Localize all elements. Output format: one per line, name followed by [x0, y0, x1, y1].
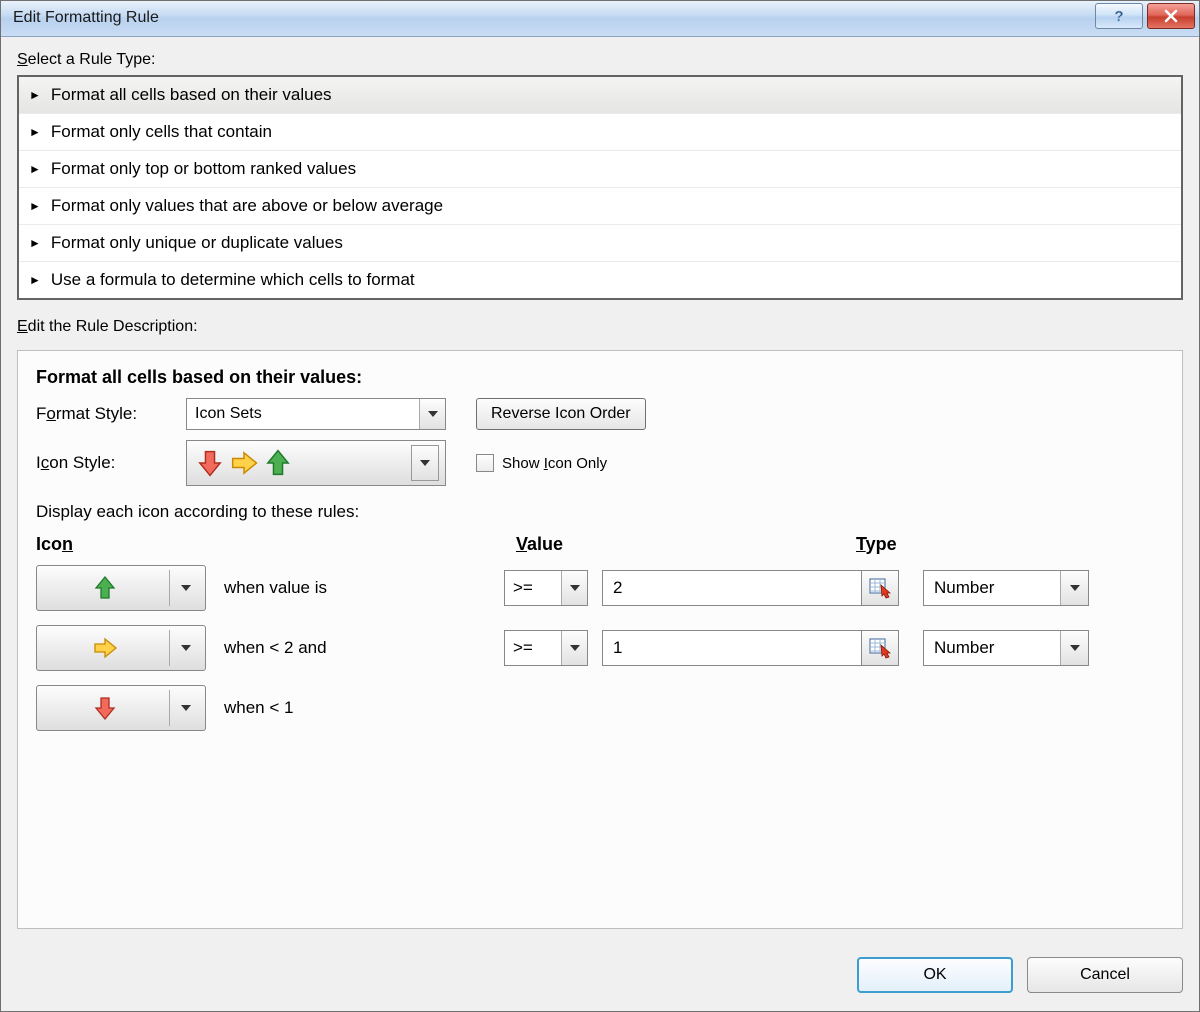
icon-style-label: Icon Style:	[36, 453, 186, 473]
chevron-down-icon	[169, 570, 201, 606]
chevron-down-icon	[561, 631, 587, 665]
dialog-window: Edit Formatting Rule ? Select a Rule Typ…	[0, 0, 1200, 1012]
rule-type-text: Format only top or bottom ranked values	[51, 159, 356, 179]
value-input[interactable]: 2	[602, 570, 862, 606]
type-dropdown[interactable]: Number	[923, 570, 1089, 606]
arrow-up-green-icon	[261, 445, 295, 481]
rule-type-list[interactable]: ► Format all cells based on their values…	[17, 75, 1183, 300]
arrow-up-green-icon	[90, 572, 120, 604]
icon-column-header: Icon	[36, 534, 516, 555]
rule-description-panel: Format all cells based on their values: …	[17, 350, 1183, 929]
range-select-button[interactable]	[861, 570, 899, 606]
arrow-right-yellow-icon	[90, 632, 120, 664]
select-rule-type-label: Select a Rule Type:	[17, 51, 1183, 69]
rule-type-text: Format only cells that contain	[51, 122, 272, 142]
type-value: Number	[934, 578, 994, 598]
operator-value: >=	[513, 578, 533, 598]
type-dropdown[interactable]: Number	[923, 630, 1089, 666]
chevron-down-icon	[169, 690, 201, 726]
chevron-down-icon	[411, 445, 439, 481]
edit-rule-description-label: Edit the Rule Description:	[17, 318, 1183, 336]
icon-picker[interactable]	[36, 625, 206, 671]
icon-rules-table: Icon Value Type when value is	[36, 534, 1164, 731]
arrow-right-yellow-icon	[227, 445, 261, 481]
rule-type-item[interactable]: ► Format only unique or duplicate values	[19, 225, 1181, 262]
titlebar[interactable]: Edit Formatting Rule ?	[1, 1, 1199, 37]
operator-value: >=	[513, 638, 533, 658]
svg-text:?: ?	[1114, 8, 1123, 25]
value-input[interactable]: 1	[602, 630, 862, 666]
operator-dropdown[interactable]: >=	[504, 570, 588, 606]
value-text: 1	[613, 638, 622, 658]
show-icon-only-label: Show Icon Only	[502, 455, 607, 472]
bullet-icon: ►	[29, 199, 41, 213]
ok-button[interactable]: OK	[857, 957, 1013, 993]
format-style-dropdown[interactable]: Icon Sets	[186, 398, 446, 430]
format-style-label: Format Style:	[36, 404, 186, 424]
value-text: 2	[613, 578, 622, 598]
icon-rule-row: when value is >= 2	[36, 565, 1164, 611]
bullet-icon: ►	[29, 88, 41, 102]
type-value: Number	[934, 638, 994, 658]
chevron-down-icon	[1060, 631, 1088, 665]
icon-picker[interactable]	[36, 565, 206, 611]
arrow-down-red-icon	[193, 445, 227, 481]
rule-type-text: Format only values that are above or bel…	[51, 196, 443, 216]
help-icon: ?	[1110, 7, 1128, 25]
chevron-down-icon	[419, 399, 445, 429]
chevron-down-icon	[561, 571, 587, 605]
reverse-icon-order-button[interactable]: Reverse Icon Order	[476, 398, 646, 430]
rule-type-text: Format only unique or duplicate values	[51, 233, 343, 253]
when-condition-text: when value is	[224, 578, 504, 598]
operator-dropdown[interactable]: >=	[504, 630, 588, 666]
client-area: Select a Rule Type: ► Format all cells b…	[1, 37, 1199, 943]
rule-type-item[interactable]: ► Use a formula to determine which cells…	[19, 262, 1181, 298]
icon-rule-row: when < 1	[36, 685, 1164, 731]
rule-type-item[interactable]: ► Format only values that are above or b…	[19, 188, 1181, 225]
bullet-icon: ►	[29, 125, 41, 139]
arrow-down-red-icon	[90, 692, 120, 724]
bullet-icon: ►	[29, 162, 41, 176]
range-select-button[interactable]	[861, 630, 899, 666]
icon-style-dropdown[interactable]	[186, 440, 446, 486]
when-condition-text: when < 1	[224, 698, 504, 718]
close-button[interactable]	[1147, 3, 1195, 29]
range-select-icon	[868, 576, 892, 600]
bullet-icon: ►	[29, 273, 41, 287]
when-condition-text: when < 2 and	[224, 638, 504, 658]
dialog-button-bar: OK Cancel	[1, 943, 1199, 1011]
icon-rule-row: when < 2 and >= 1	[36, 625, 1164, 671]
format-style-value: Icon Sets	[195, 405, 262, 423]
rule-type-text: Format all cells based on their values	[51, 85, 332, 105]
close-icon	[1163, 8, 1179, 24]
show-icon-only-checkbox[interactable]	[476, 454, 494, 472]
bullet-icon: ►	[29, 236, 41, 250]
display-rules-label: Display each icon according to these rul…	[36, 502, 1164, 522]
window-title: Edit Formatting Rule	[13, 9, 1095, 27]
chevron-down-icon	[1060, 571, 1088, 605]
rule-type-item[interactable]: ► Format only top or bottom ranked value…	[19, 151, 1181, 188]
chevron-down-icon	[169, 630, 201, 666]
cancel-button[interactable]: Cancel	[1027, 957, 1183, 993]
range-select-icon	[868, 636, 892, 660]
rule-type-text: Use a formula to determine which cells t…	[51, 270, 415, 290]
type-column-header: Type	[856, 534, 1164, 555]
titlebar-buttons: ?	[1095, 8, 1195, 29]
rule-type-item[interactable]: ► Format only cells that contain	[19, 114, 1181, 151]
icon-picker[interactable]	[36, 685, 206, 731]
rule-type-item[interactable]: ► Format all cells based on their values	[19, 77, 1181, 114]
description-heading: Format all cells based on their values:	[36, 367, 1164, 388]
help-button[interactable]: ?	[1095, 3, 1143, 29]
value-column-header: Value	[516, 534, 856, 555]
